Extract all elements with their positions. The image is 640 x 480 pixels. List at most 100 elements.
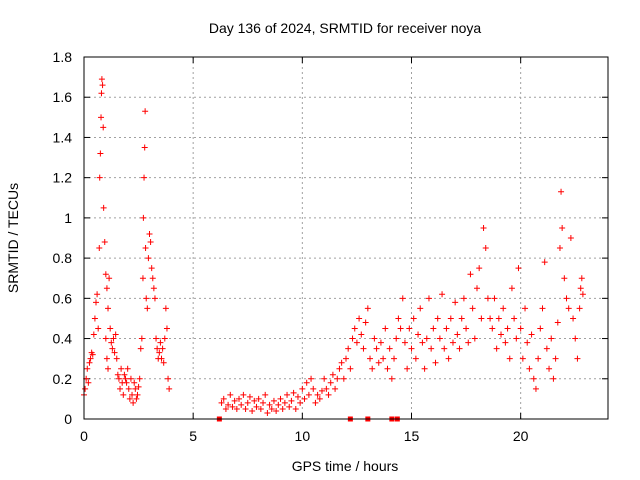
data-point — [124, 365, 131, 372]
data-point — [99, 82, 106, 89]
data-point — [308, 375, 315, 382]
data-point — [242, 405, 249, 412]
data-point — [484, 295, 491, 302]
data-point — [270, 397, 277, 404]
data-point — [474, 285, 480, 292]
plot-frame — [83, 56, 609, 420]
data-point — [487, 315, 494, 322]
data-point — [498, 331, 505, 338]
data-point — [493, 345, 500, 352]
data-point — [345, 345, 352, 352]
data-point — [543, 345, 550, 352]
data-point — [519, 355, 526, 362]
data-point — [513, 335, 520, 342]
data-point — [87, 355, 94, 362]
data-point — [136, 375, 143, 382]
data-point — [425, 295, 432, 302]
data-point — [142, 245, 149, 252]
data-point — [149, 275, 156, 282]
data-point — [528, 331, 535, 338]
data-point — [318, 387, 325, 394]
data-point — [441, 345, 448, 352]
data-point — [143, 295, 150, 302]
data-point — [125, 385, 132, 392]
data-point — [273, 407, 280, 414]
data-point — [277, 395, 284, 402]
data-point — [522, 305, 529, 312]
data-point — [100, 204, 107, 211]
data-point — [375, 359, 382, 366]
data-point — [548, 335, 555, 342]
data-point — [106, 275, 113, 282]
data-point — [434, 315, 441, 322]
y-tick-label: 0.4 — [53, 331, 73, 347]
data-point — [264, 409, 271, 416]
data-point — [382, 325, 389, 332]
data-point — [113, 355, 120, 362]
y-tick-label: 1.8 — [53, 49, 73, 65]
data-point — [537, 325, 544, 332]
data-point — [535, 355, 542, 362]
data-point — [122, 375, 129, 382]
data-point — [279, 405, 286, 412]
x-tick-label: 20 — [513, 428, 529, 444]
data-point — [257, 405, 264, 412]
data-point — [91, 315, 98, 322]
data-point — [281, 399, 288, 406]
data-point — [358, 331, 365, 338]
data-point — [150, 285, 157, 292]
data-point — [546, 365, 553, 372]
data-point — [84, 365, 91, 372]
data-point — [286, 403, 293, 410]
data-point — [367, 355, 374, 362]
data-point — [552, 355, 559, 362]
data-point — [419, 339, 426, 346]
data-point — [93, 299, 100, 306]
data-point — [135, 383, 142, 390]
data-point — [158, 355, 165, 362]
data-point — [476, 265, 483, 272]
data-point — [417, 305, 424, 312]
data-point — [82, 385, 89, 392]
data-point — [489, 325, 496, 332]
data-point — [554, 319, 561, 326]
data-point — [131, 379, 138, 386]
data-point — [98, 76, 105, 83]
data-point — [578, 275, 585, 282]
data-point — [114, 371, 121, 378]
x-tick-label: 0 — [80, 428, 88, 444]
data-point — [408, 345, 415, 352]
data-point — [393, 335, 400, 342]
data-point — [572, 335, 579, 342]
data-point — [539, 305, 546, 312]
data-point — [491, 295, 498, 302]
data-point — [140, 214, 147, 221]
data-point — [297, 399, 304, 406]
data-point — [463, 325, 470, 332]
data-point — [90, 331, 97, 338]
data-point — [103, 355, 110, 362]
data-point — [94, 291, 101, 298]
data-point — [160, 359, 167, 366]
data-point — [576, 305, 583, 312]
data-point — [95, 325, 102, 332]
data-point — [292, 405, 299, 412]
data-point — [469, 305, 476, 312]
data-point — [157, 339, 164, 346]
data-point — [102, 335, 109, 342]
data-point — [142, 108, 149, 115]
data-point — [255, 395, 262, 402]
chart-title: Day 136 of 2024, SRMTID for receiver noy… — [209, 20, 482, 36]
data-point — [117, 385, 124, 392]
data-point — [110, 335, 117, 342]
data-point — [406, 325, 413, 332]
data-point — [141, 144, 148, 151]
y-tick-label: 0.8 — [53, 250, 73, 266]
data-point — [579, 291, 586, 298]
data-point — [327, 379, 334, 386]
data-point — [139, 275, 146, 282]
data-point — [138, 335, 145, 342]
data-point — [369, 365, 376, 372]
data-point — [399, 295, 406, 302]
x-ticks: 0 5 10 15 20 — [80, 57, 529, 444]
